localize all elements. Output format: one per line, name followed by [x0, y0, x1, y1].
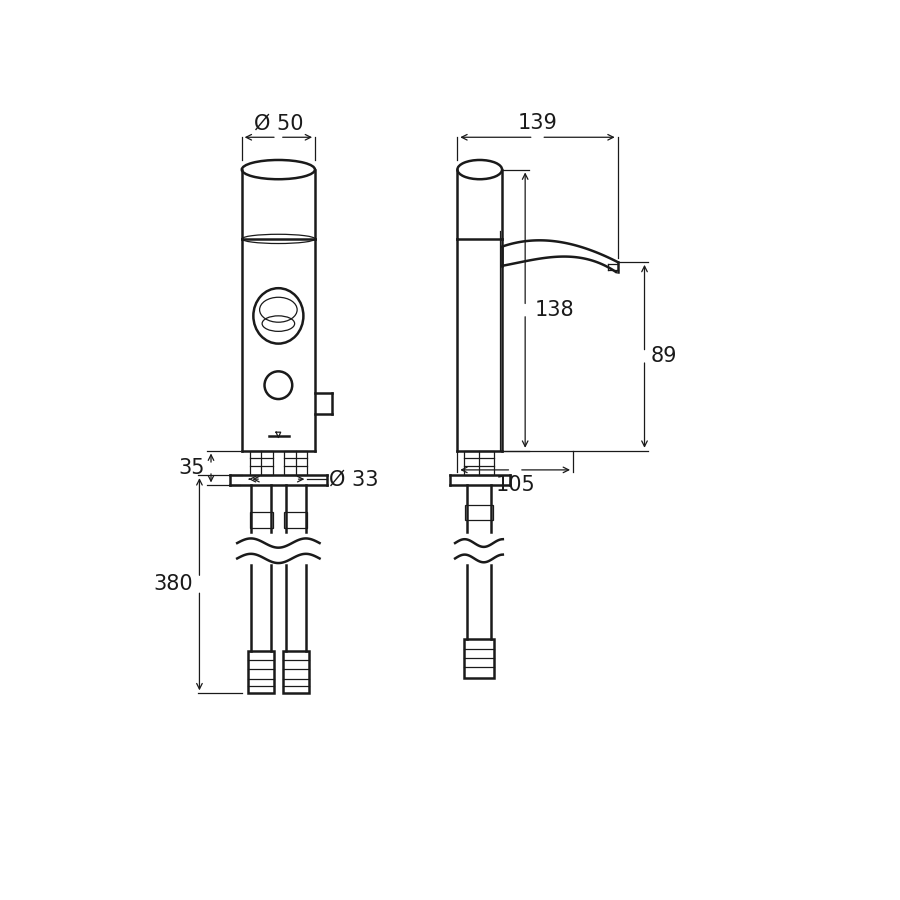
Text: 89: 89 — [651, 346, 677, 366]
Text: 139: 139 — [518, 113, 557, 133]
Text: Ø 50: Ø 50 — [254, 113, 303, 133]
Text: Ø 33: Ø 33 — [328, 469, 378, 489]
Text: 105: 105 — [495, 474, 535, 494]
Text: 35: 35 — [178, 458, 205, 478]
Text: 380: 380 — [154, 574, 194, 594]
Text: 138: 138 — [535, 300, 574, 320]
